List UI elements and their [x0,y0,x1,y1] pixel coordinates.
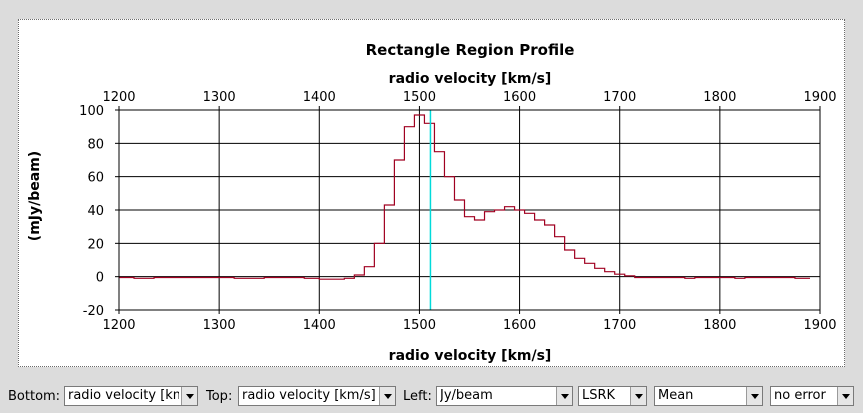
x-tick-label-bottom: 1600 [503,318,536,333]
bottom-axis-label: Bottom: [8,389,61,404]
error-select-value: no error [774,388,826,403]
frame-select[interactable]: LSRK [578,386,647,406]
x-tick-label-bottom: 1300 [203,318,236,333]
chevron-down-icon [746,387,762,405]
x-axis-label-bottom: radio velocity [km/s] [389,348,552,364]
top-axis-select-value: radio velocity [km/s] [242,388,376,403]
top-axis-select[interactable]: radio velocity [km/s] [238,386,396,406]
y-tick-label: 40 [87,204,104,219]
y-tick-label: 20 [87,237,104,252]
y-axis-label: (mJy/beam) [27,151,43,241]
x-tick-label-top: 1500 [403,90,436,105]
y-tick-label: 80 [87,137,104,152]
x-tick-label-bottom: 1200 [102,318,135,333]
bottom-axis-select-value: radio velocity [km/s] [68,388,179,403]
x-axis-label-top: radio velocity [km/s] [389,71,552,87]
chart-title: Rectangle Region Profile [366,41,575,59]
y-tick-label: -20 [83,304,104,319]
x-tick-label-top: 1400 [303,90,336,105]
profile-series-line [119,114,810,280]
chevron-down-icon [181,387,197,405]
x-tick-label-top: 1600 [503,90,536,105]
x-tick-label-top: 1900 [803,90,836,105]
y-tick-label: 0 [96,271,104,286]
top-axis-label: Top: [206,389,233,404]
left-axis-select-value: Jy/beam [440,388,493,403]
plot-frame: 1200 1200 1300 1300 1400 1400 1500 1500 1600 1600… [18,19,845,367]
x-tick-label-top: 1800 [703,90,736,105]
x-tick-label-bottom: 1800 [703,318,736,333]
x-tick-label-bottom: 1500 [403,318,436,333]
x-tick-label-bottom: 1900 [803,318,836,333]
x-tick-label-bottom: 1700 [603,318,636,333]
x-tick-label-top: 1200 [102,90,135,105]
error-select[interactable]: no error [770,386,854,406]
chevron-down-icon [379,387,395,405]
chevron-down-icon [556,387,572,405]
y-tick-label: 100 [79,104,104,119]
profile-chart[interactable]: 1200 1200 1300 1300 1400 1400 1500 1500 1600 1600… [19,20,844,366]
control-bar: Bottom: radio velocity [km/s] Top: radio… [0,383,863,411]
left-axis-select[interactable]: Jy/beam [436,386,573,406]
statistic-select-value: Mean [658,388,694,403]
chevron-down-icon [837,387,853,405]
chevron-down-icon [630,387,646,405]
left-axis-label: Left: [403,389,432,404]
x-tick-label-bottom: 1400 [303,318,336,333]
statistic-select[interactable]: Mean [654,386,763,406]
frame-select-value: LSRK [582,388,616,403]
bottom-axis-select[interactable]: radio velocity [km/s] [64,386,198,406]
x-tick-label-top: 1700 [603,90,636,105]
x-tick-label-top: 1300 [203,90,236,105]
y-tick-label: 60 [87,171,104,186]
